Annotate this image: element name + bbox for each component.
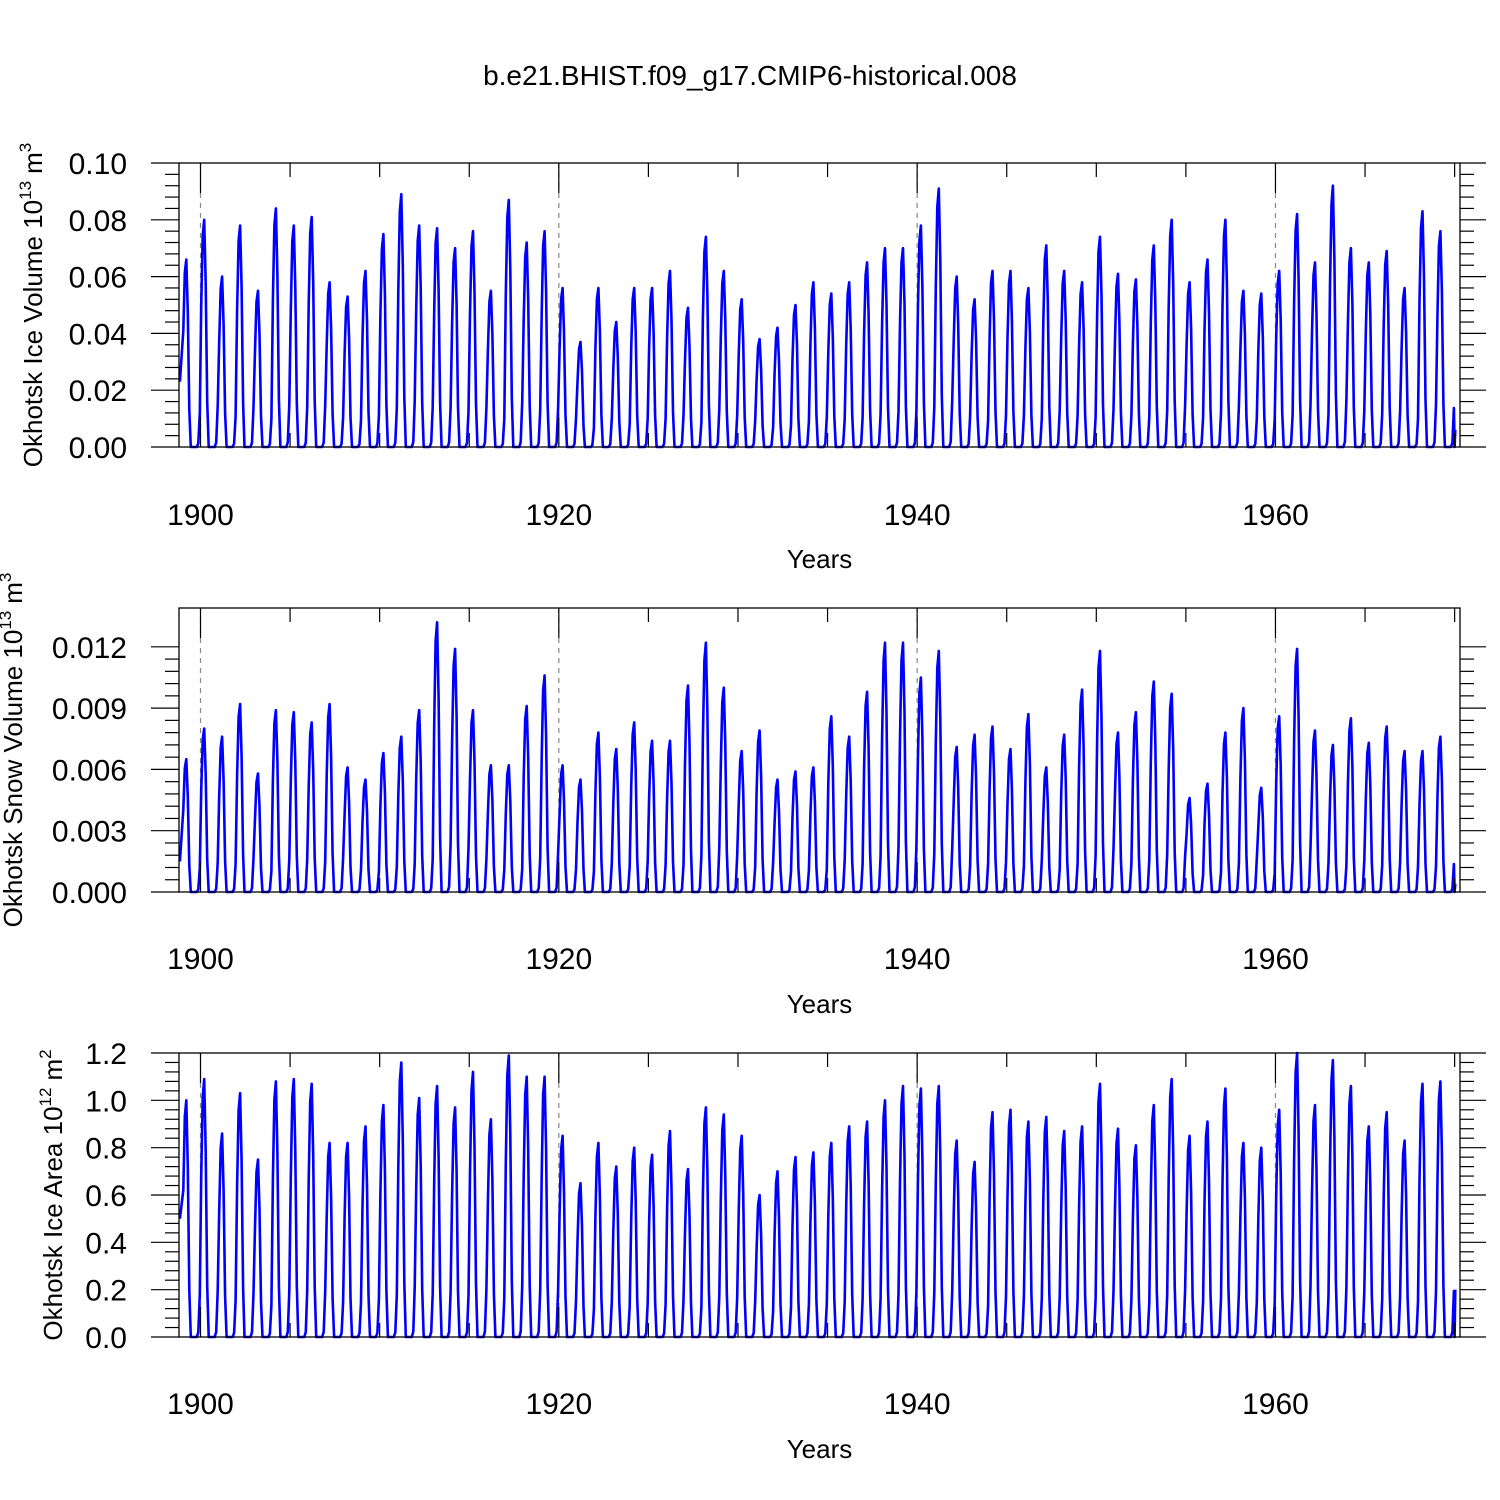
y-axis-title-unit-exponent: 3 (16, 143, 35, 152)
x-axis-title: Years (787, 1434, 853, 1464)
x-tick-label: 1940 (884, 1388, 951, 1421)
y-tick-label: 0.02 (69, 375, 127, 408)
y-tick-label: 0.2 (85, 1275, 127, 1308)
y-tick-label: 1.0 (85, 1085, 127, 1118)
x-axis-title: Years (787, 544, 853, 574)
y-tick-label: 0.04 (69, 318, 127, 351)
x-tick-label: 1960 (1242, 1388, 1309, 1421)
x-tick-label: 1900 (167, 1388, 234, 1421)
y-axis-title: Okhotsk Snow Volume 1013 m3 (0, 573, 28, 928)
plot-frame (178, 607, 1461, 893)
y-tick-label: 0.012 (52, 632, 127, 665)
y-tick-label: 0.06 (69, 262, 127, 295)
y-tick-label: 0.000 (52, 877, 127, 910)
y-axis-title-text: Okhotsk Ice Volume 10 (18, 200, 48, 467)
y-axis-title-exponent: 13 (0, 611, 15, 630)
y-axis-title-unit-exponent: 2 (36, 1049, 55, 1058)
plot-frame (178, 162, 1461, 448)
x-tick-label: 1920 (525, 943, 592, 976)
y-tick-label: 0.4 (85, 1227, 127, 1260)
x-tick-label: 1900 (167, 499, 234, 532)
x-tick-label: 1960 (1242, 943, 1309, 976)
y-axis-title-exponent: 12 (36, 1088, 55, 1107)
y-axis-title-unit: m (0, 582, 28, 604)
y-tick-label: 0.6 (85, 1180, 127, 1213)
series-line-snow-volume (178, 621, 1457, 894)
y-tick-label: 1.2 (85, 1038, 127, 1071)
y-tick-label: 0.006 (52, 754, 127, 787)
x-axis-title: Years (787, 989, 853, 1019)
y-axis-title-exponent: 13 (16, 181, 35, 200)
chart-title: b.e21.BHIST.f09_g17.CMIP6-historical.008 (483, 60, 1017, 91)
y-tick-label: 0.10 (69, 148, 127, 181)
x-tick-label: 1940 (884, 499, 951, 532)
y-axis-title: Okhotsk Ice Area 1012 m2 (36, 1049, 68, 1340)
x-tick-label: 1920 (525, 1388, 592, 1421)
x-tick-label: 1940 (884, 943, 951, 976)
x-tick-label: 1960 (1242, 499, 1309, 532)
y-axis-title-text: Okhotsk Snow Volume 10 (0, 630, 28, 928)
y-axis-title-unit-exponent: 3 (0, 573, 15, 582)
y-axis-title-unit: m (38, 1059, 68, 1081)
series-line-ice-area (178, 1051, 1457, 1339)
panel-ice-area: 0.0 0.2 0.4 0.6 0.8 1.0 1.2 1900 1920 1940 1960 Yea… (36, 1038, 1486, 1464)
panel-snow-volume: 0.000 0.003 0.006 0.009 0.012 1900 1920 1940 196… (0, 573, 1486, 1019)
x-tick-label: 1900 (167, 943, 234, 976)
series-line-ice-volume (178, 184, 1457, 449)
y-axis-title: Okhotsk Ice Volume 1013 m3 (16, 143, 48, 467)
y-axis-title-text: Okhotsk Ice Area 10 (38, 1106, 68, 1340)
y-tick-label: 0.8 (85, 1133, 127, 1166)
x-tick-label: 1920 (525, 499, 592, 532)
y-tick-label: 0.003 (52, 816, 127, 849)
panel-ice-volume: 0.00 0.02 0.04 0.06 0.08 0.10 1900 1920 1940 1960… (16, 143, 1486, 574)
y-tick-label: 0.009 (52, 693, 127, 726)
y-axis-title-unit: m (18, 152, 48, 174)
plot-frame (178, 1052, 1461, 1338)
y-tick-label: 0.08 (69, 205, 127, 238)
y-tick-label: 0.00 (69, 432, 127, 465)
y-tick-label: 0.0 (85, 1322, 127, 1355)
